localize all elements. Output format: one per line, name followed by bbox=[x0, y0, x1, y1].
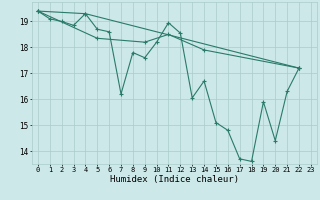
X-axis label: Humidex (Indice chaleur): Humidex (Indice chaleur) bbox=[110, 175, 239, 184]
